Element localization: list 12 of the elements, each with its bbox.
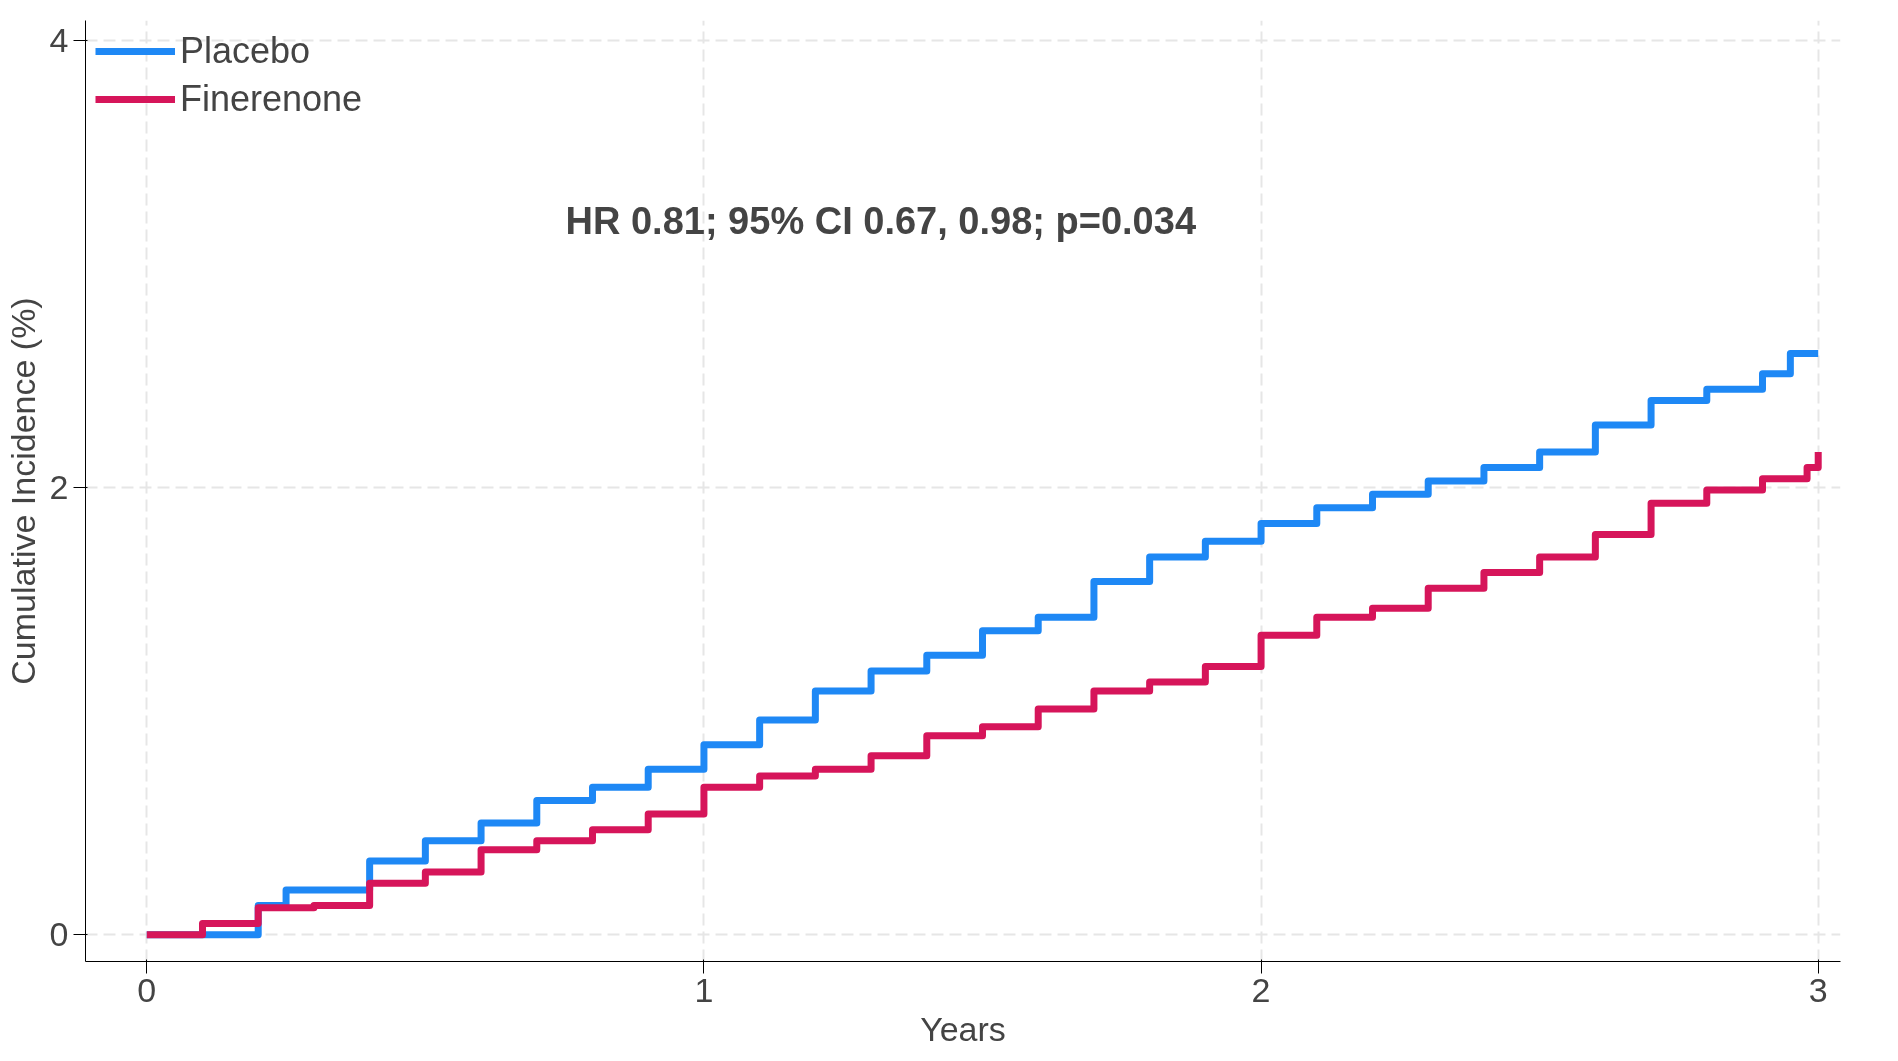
y-tick-label: 2 (49, 468, 69, 507)
y-axis-title: Cumulative Incidence (%) (3, 297, 42, 685)
x-tick-label: 2 (1251, 970, 1271, 1009)
x-tick-label: 1 (694, 970, 714, 1009)
y-tick-label: 0 (49, 915, 69, 954)
legend-label: Finerenone (180, 78, 363, 120)
legend-label: Placebo (180, 30, 311, 72)
x-tick-label: 0 (137, 970, 157, 1009)
x-axis-title: Years (920, 1009, 1006, 1048)
y-tick-label: 4 (49, 21, 69, 60)
x-tick-label: 3 (1808, 970, 1828, 1009)
annotation: HR 0.81; 95% CI 0.67, 0.98; p=0.034 (565, 199, 1197, 242)
